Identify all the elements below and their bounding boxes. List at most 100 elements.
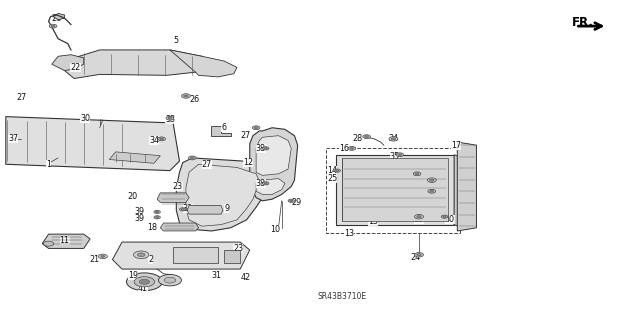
Circle shape [154, 210, 161, 213]
Text: 42: 42 [240, 272, 250, 281]
Polygon shape [342, 158, 448, 221]
Text: 25: 25 [327, 174, 337, 183]
Circle shape [101, 256, 105, 257]
Circle shape [254, 127, 258, 129]
Text: 22: 22 [70, 63, 81, 72]
Polygon shape [109, 152, 161, 163]
Text: 12: 12 [243, 158, 253, 167]
Text: 31: 31 [211, 271, 221, 280]
Text: 7: 7 [438, 188, 444, 197]
Circle shape [134, 251, 149, 259]
Circle shape [430, 190, 434, 192]
Circle shape [184, 95, 188, 97]
Text: FR.: FR. [572, 16, 595, 29]
Polygon shape [256, 136, 291, 175]
Text: 36: 36 [416, 169, 426, 178]
Circle shape [252, 126, 260, 130]
Circle shape [160, 138, 164, 140]
Polygon shape [211, 125, 230, 136]
Circle shape [264, 182, 268, 184]
Polygon shape [187, 205, 223, 214]
Text: 38: 38 [256, 179, 266, 188]
Circle shape [415, 173, 419, 175]
Polygon shape [336, 155, 454, 225]
Polygon shape [250, 128, 298, 201]
Text: 35: 35 [390, 152, 400, 161]
Circle shape [415, 253, 424, 257]
Circle shape [363, 135, 371, 138]
Text: 24: 24 [388, 134, 399, 143]
Text: 8: 8 [429, 176, 433, 185]
Polygon shape [113, 242, 250, 269]
Circle shape [262, 182, 269, 185]
Text: 18: 18 [147, 223, 157, 232]
Text: 38: 38 [256, 144, 266, 153]
Circle shape [264, 148, 268, 149]
Text: 1: 1 [46, 160, 51, 169]
Text: 26: 26 [189, 95, 199, 104]
Circle shape [156, 211, 159, 213]
Text: 37: 37 [8, 134, 19, 143]
Text: 33: 33 [165, 115, 175, 124]
Text: 41: 41 [138, 284, 148, 293]
Polygon shape [458, 142, 476, 231]
Circle shape [134, 277, 155, 287]
Circle shape [396, 153, 404, 157]
Circle shape [288, 199, 294, 202]
Text: 32: 32 [182, 204, 193, 213]
Text: 26: 26 [51, 14, 61, 23]
Circle shape [51, 25, 55, 27]
Circle shape [350, 147, 354, 149]
Circle shape [138, 253, 145, 257]
Circle shape [335, 170, 339, 171]
Text: 30: 30 [80, 114, 90, 123]
Circle shape [127, 273, 163, 291]
Text: 39: 39 [134, 207, 145, 216]
Circle shape [365, 136, 369, 137]
Text: 40: 40 [445, 215, 454, 224]
Text: 16: 16 [339, 144, 349, 153]
Polygon shape [161, 223, 198, 231]
Text: 10: 10 [270, 225, 280, 234]
Text: 9: 9 [224, 204, 229, 213]
Circle shape [158, 137, 166, 141]
Circle shape [398, 154, 402, 156]
Polygon shape [42, 234, 90, 249]
Circle shape [168, 117, 172, 119]
Text: 34: 34 [149, 136, 159, 145]
Text: 24: 24 [411, 254, 421, 263]
Polygon shape [53, 13, 65, 20]
Circle shape [49, 24, 57, 28]
Text: 23: 23 [233, 244, 243, 253]
Circle shape [181, 209, 184, 210]
Circle shape [159, 274, 181, 286]
Circle shape [179, 208, 186, 211]
Polygon shape [454, 155, 467, 229]
Circle shape [391, 138, 396, 140]
Polygon shape [6, 117, 179, 171]
Circle shape [413, 172, 421, 176]
Circle shape [44, 241, 54, 246]
Circle shape [334, 169, 340, 172]
Circle shape [164, 277, 175, 283]
Text: 5: 5 [173, 36, 179, 45]
Text: 28: 28 [353, 134, 363, 143]
Polygon shape [157, 193, 189, 202]
Polygon shape [65, 50, 205, 78]
Text: 39: 39 [134, 214, 145, 223]
Text: 11: 11 [60, 236, 70, 245]
Circle shape [443, 216, 446, 218]
Text: 13: 13 [344, 229, 354, 238]
Circle shape [415, 214, 424, 219]
Text: 19: 19 [128, 271, 138, 280]
Circle shape [417, 254, 421, 256]
Polygon shape [176, 158, 269, 231]
Text: 29: 29 [291, 198, 301, 207]
Circle shape [190, 157, 194, 159]
Text: 27: 27 [240, 131, 250, 140]
Polygon shape [256, 179, 285, 195]
Circle shape [290, 200, 293, 202]
Polygon shape [52, 55, 84, 70]
Circle shape [442, 215, 448, 218]
Circle shape [156, 217, 159, 218]
